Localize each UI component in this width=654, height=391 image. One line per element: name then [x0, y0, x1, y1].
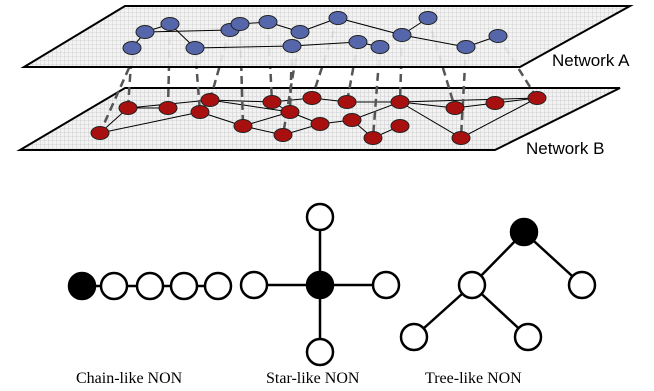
network-b-node	[527, 91, 547, 105]
network-a-plane	[20, 5, 634, 68]
tree-node	[513, 322, 543, 352]
network-b-node	[273, 128, 293, 142]
network-a-node	[328, 11, 348, 25]
network-b-node	[390, 119, 410, 133]
star-hub-node	[305, 270, 335, 300]
network-b-node	[310, 117, 330, 131]
network-b-node	[337, 95, 357, 109]
network-b-node	[390, 95, 410, 109]
network-a-nodes	[122, 11, 508, 55]
star-leaf-node	[305, 337, 335, 367]
chain-node	[203, 271, 233, 301]
network-b-node	[363, 131, 383, 145]
star-leaf-node	[239, 270, 269, 300]
network-a-node	[122, 41, 142, 55]
network-a-node	[282, 39, 302, 53]
network-a-node	[456, 40, 476, 54]
chain-node	[169, 271, 199, 301]
chain-label: Chain-like NON	[76, 370, 183, 387]
star-like-non	[239, 202, 401, 367]
chain-node	[135, 271, 165, 301]
network-b-node	[158, 101, 178, 115]
network-a-node	[348, 35, 368, 49]
chain-root-node	[67, 271, 97, 301]
network-b-node	[445, 101, 465, 115]
network-b-node	[485, 96, 505, 110]
tree-node	[567, 270, 597, 300]
network-b-label: Network B	[526, 139, 604, 158]
star-leaf-node	[305, 202, 335, 232]
star-label: Star-like NON	[266, 370, 360, 387]
network-b-node	[262, 95, 282, 109]
network-a-node	[160, 17, 180, 31]
network-a-node	[290, 25, 310, 39]
network-b-node	[200, 93, 220, 107]
star-leaf-node	[371, 270, 401, 300]
network-b-node	[90, 126, 110, 140]
tree-root-node	[509, 217, 539, 247]
network-a-layer	[20, 5, 634, 68]
network-a-label: Network A	[552, 51, 630, 70]
tree-like-non	[399, 217, 597, 352]
network-b-node	[451, 131, 471, 145]
tree-node	[457, 270, 487, 300]
chain-like-non	[67, 271, 233, 301]
network-b-node	[233, 119, 253, 133]
network-a-node	[185, 41, 205, 55]
network-a-node	[135, 25, 155, 39]
tree-label: Tree-like NON	[425, 370, 522, 387]
tree-node	[399, 322, 429, 352]
network-b-node	[280, 105, 300, 119]
network-b-node	[190, 105, 210, 119]
network-b-node	[118, 101, 138, 115]
network-a-node	[258, 15, 278, 29]
network-a-node	[230, 17, 250, 31]
network-a-node	[370, 40, 390, 54]
network-b-node	[342, 113, 362, 127]
network-a-node	[488, 29, 508, 43]
chain-node	[99, 271, 129, 301]
network-b-nodes	[90, 91, 547, 145]
network-a-node	[418, 11, 438, 25]
network-a-node	[392, 28, 412, 42]
network-b-node	[302, 91, 322, 105]
